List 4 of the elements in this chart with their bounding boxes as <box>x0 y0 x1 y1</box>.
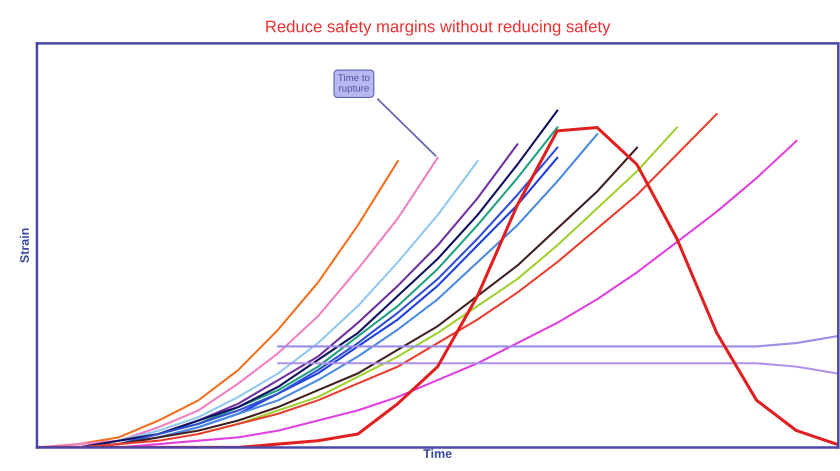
chart-title: Reduce safety margins without reducing safety <box>266 20 610 36</box>
text: Time to rupture <box>338 74 370 94</box>
y-axis-title: Strain <box>20 228 29 263</box>
x-axis-title: Time <box>423 448 452 458</box>
